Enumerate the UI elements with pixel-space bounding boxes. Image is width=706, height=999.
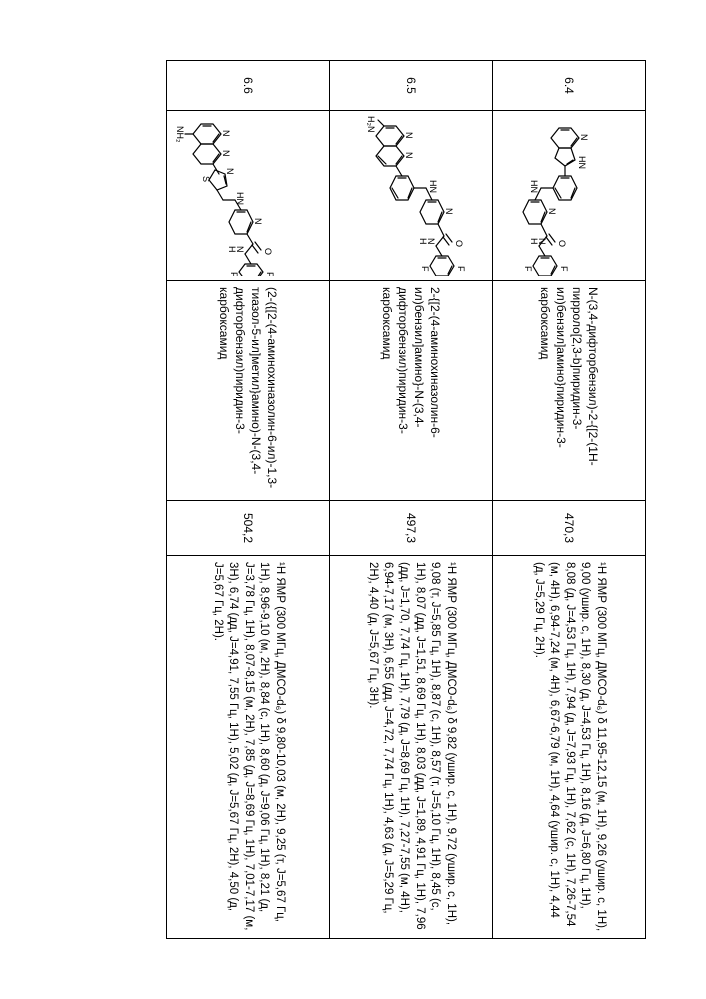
nmr-data: ¹H ЯМР (300 МГц, ДМСО-d₆) δ 9,82 (ушир. … xyxy=(330,556,493,939)
svg-text:F: F xyxy=(265,272,275,276)
compound-name: 2-{[2-(4-аминохиназолин-6-ил)бензил]амин… xyxy=(330,281,493,501)
mass-value: 470,3 xyxy=(493,501,646,556)
svg-text:O: O xyxy=(454,240,464,247)
svg-text:NH₂: NH₂ xyxy=(175,126,185,143)
row-id: 6.6 xyxy=(167,61,330,111)
svg-text:F: F xyxy=(559,266,569,272)
svg-text:N: N xyxy=(253,218,263,225)
svg-text:O: O xyxy=(557,240,567,247)
compound-name: (2-({[2-(4-аминохиназолин-6-ил)-1,3-тиаз… xyxy=(167,281,330,501)
svg-text:N: N xyxy=(404,132,414,139)
structure-cell: NH₂ N N N S HN N O N H F F xyxy=(167,111,330,281)
svg-text:O: O xyxy=(263,248,273,255)
svg-text:F: F xyxy=(456,266,466,272)
svg-text:H: H xyxy=(227,246,237,253)
svg-text:H: H xyxy=(418,238,428,245)
structure-cell: HN N HN N O H N F F xyxy=(493,111,646,281)
svg-text:N: N xyxy=(221,150,231,157)
svg-text:H₂N: H₂N xyxy=(366,116,376,133)
row-id: 6.4 xyxy=(493,61,646,111)
mass-value: 504,2 xyxy=(167,501,330,556)
nmr-data: ¹H ЯМР (300 МГц, ДМСО-d₆) δ 9,80-10,03 (… xyxy=(167,556,330,939)
svg-text:F: F xyxy=(523,266,533,272)
svg-text:N: N xyxy=(225,168,235,175)
svg-text:S: S xyxy=(201,176,211,182)
svg-text:N: N xyxy=(537,238,547,245)
svg-text:HN: HN xyxy=(428,180,438,193)
nmr-data: ¹H ЯМР (300 МГц, ДМСО-d₆) δ 11,95-12,15 … xyxy=(493,556,646,939)
svg-text:N: N xyxy=(404,152,414,159)
svg-text:N: N xyxy=(221,130,231,137)
molecule-6-4: HN N HN N O H N F F xyxy=(499,116,639,276)
row-id: 6.5 xyxy=(330,61,493,111)
svg-text:HN: HN xyxy=(529,180,539,193)
table-row: 6.5 xyxy=(330,61,493,939)
svg-text:HN: HN xyxy=(235,192,245,205)
compound-name: N-(3,4-дифторбензил)-2-{[2-(1H-пирроло[2… xyxy=(493,281,646,501)
mass-value: 497,3 xyxy=(330,501,493,556)
svg-text:HN: HN xyxy=(577,156,587,169)
svg-text:N: N xyxy=(444,208,454,215)
svg-text:F: F xyxy=(420,266,430,272)
compound-table: 6.4 xyxy=(166,60,646,939)
table-row: 6.6 xyxy=(167,61,330,939)
structure-cell: H₂N N N HN N O N H F F xyxy=(330,111,493,281)
svg-text:N: N xyxy=(579,134,589,141)
molecule-6-6: NH₂ N N N S HN N O N H F F xyxy=(173,116,323,276)
svg-text:F: F xyxy=(229,272,239,276)
table-row: 6.4 xyxy=(493,61,646,939)
molecule-6-5: H₂N N N HN N O N H F F xyxy=(336,116,486,276)
svg-text:N: N xyxy=(547,208,557,215)
